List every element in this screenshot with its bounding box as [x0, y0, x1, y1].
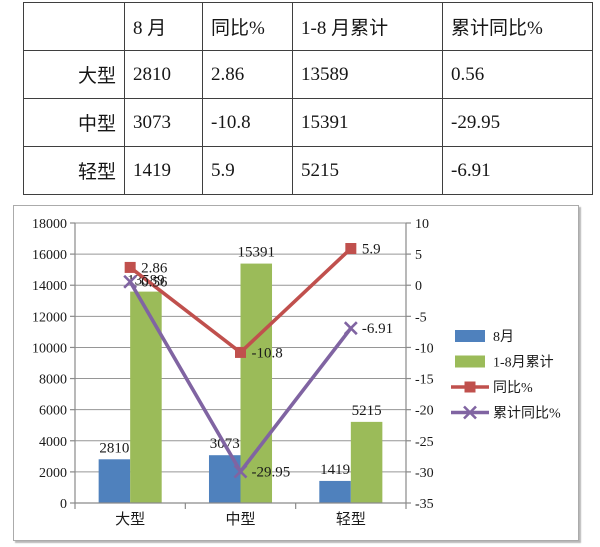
right-axis-tick-label: -25 [415, 435, 434, 450]
data-label: 5.9 [362, 242, 381, 258]
right-axis-tick-label: 0 [415, 279, 422, 294]
right-axis-tick-label: -15 [415, 373, 434, 388]
right-axis-tick-label: 5 [415, 248, 422, 263]
table-cell: 2810 [124, 50, 203, 99]
table-header-row: 8 月同比% 1-8 月累计 累计同比% [23, 2, 593, 51]
data-label: 2810 [99, 440, 129, 456]
left-axis-tick-label: 6000 [39, 404, 67, 419]
table-header-cell: 8 月 [124, 2, 203, 51]
bar [130, 291, 162, 503]
data-table: 8 月同比% 1-8 月累计 累计同比% 大型 2810 2.86 13589 0.56 中型… [23, 2, 593, 195]
table-corner-cell [23, 2, 125, 51]
bar [98, 459, 131, 503]
bar [350, 421, 383, 503]
table-cell: 1419 [124, 146, 203, 195]
x-marker [463, 405, 477, 420]
right-axis-labels: -35 -30 -25 -20 -15 -10 -5 0 5 10 [415, 217, 434, 512]
table-header-cell: 同比% [202, 2, 293, 51]
data-label: -10.8 [252, 345, 283, 361]
left-axis-tick-label: 0 [60, 497, 67, 512]
combo-chart: 0 2000 4000 6000 8000 10000 12000 14000 16000 180… [32, 217, 561, 528]
table-header-cell: 1-8 月累计 [292, 2, 443, 51]
right-axis-tick-label: -30 [415, 466, 434, 481]
axes [70, 222, 411, 509]
table-cell: 15391 [292, 98, 443, 147]
table-row: 大型 2810 2.86 13589 0.56 [23, 50, 593, 99]
legend-item: 1-8月累计 [455, 355, 554, 371]
legend-label: 1-8月累计 [493, 355, 554, 371]
left-axis-tick-label: 4000 [39, 435, 67, 450]
table-head: 8 月同比% 1-8 月累计 累计同比% [23, 2, 593, 51]
table-cell: 0.56 [442, 50, 593, 99]
line-series-2: 2.86 -10.8 5.9 [124, 242, 381, 361]
table-cell: -6.91 [442, 146, 593, 195]
data-label: 0.56 [141, 275, 168, 291]
table-cell: -29.95 [442, 98, 593, 147]
left-axis-tick-label: 2000 [39, 466, 67, 481]
bar-series-0 [98, 455, 351, 503]
right-axis-tick-label: -10 [415, 341, 434, 356]
square-marker [235, 346, 246, 358]
table-cell: 5215 [292, 146, 443, 195]
square-marker [464, 381, 476, 393]
table-cell: 13589 [292, 50, 443, 99]
left-axis-tick-label: 8000 [39, 373, 67, 388]
table-row-header: 大型 [23, 50, 125, 99]
legend-item: 8月 [455, 329, 514, 345]
table-cell: 2.86 [202, 50, 293, 99]
left-axis-tick-label: 16000 [32, 248, 67, 263]
table-cell: 5.9 [202, 146, 293, 195]
category-label: 大型 [115, 511, 145, 528]
x-marker [343, 321, 358, 336]
table-cell: -10.8 [202, 98, 293, 147]
table-body: 大型 2810 2.86 13589 0.56 中型 3073 -10.8 15391 -29.9… [23, 50, 593, 195]
left-axis-tick-label: 14000 [32, 279, 67, 294]
legend-item: 累计同比% [451, 406, 561, 422]
x-marker [123, 274, 138, 289]
data-label: 15391 [238, 245, 276, 261]
data-label: -29.95 [252, 465, 291, 481]
bar [319, 480, 351, 503]
table-cell: 3073 [124, 98, 203, 147]
data-label: -6.91 [362, 321, 393, 337]
data-label: 2.86 [141, 260, 168, 276]
square-marker [124, 261, 136, 273]
table-header-cell: 累计同比% [442, 2, 593, 51]
legend-label: 8月 [493, 329, 514, 345]
table-row: 轻型 1419 5.9 5215 -6.91 [23, 146, 593, 195]
chart-panel: 0 2000 4000 6000 8000 10000 12000 14000 16000 180… [13, 205, 579, 541]
legend-swatch [455, 330, 485, 342]
table-row: 中型 3073 -10.8 15391 -29.95 [23, 98, 593, 147]
legend-label: 同比% [493, 380, 533, 396]
right-axis-tick-label: -20 [415, 404, 434, 419]
left-axis-tick-label: 10000 [32, 341, 67, 356]
right-axis-tick-label: -35 [415, 497, 434, 512]
left-axis-labels: 0 2000 4000 6000 8000 10000 12000 14000 16000 180… [32, 217, 67, 512]
legend-item: 同比% [451, 380, 533, 396]
square-marker [345, 243, 357, 255]
category-label: 中型 [225, 511, 255, 528]
left-axis-tick-label: 12000 [32, 310, 67, 325]
legend-swatch [455, 355, 485, 368]
category-label: 轻型 [336, 511, 366, 528]
x-marker [233, 464, 248, 479]
right-axis-tick-label: 10 [415, 217, 429, 232]
legend-label: 累计同比% [493, 406, 561, 422]
data-label: 5215 [352, 403, 382, 419]
line-series-3: 0.56 -29.95 -6.91 [123, 274, 393, 481]
data-label: 1419 [320, 462, 350, 478]
table-row-header: 中型 [23, 98, 125, 147]
right-axis-tick-label: -5 [415, 310, 427, 325]
table-row-header: 轻型 [23, 146, 125, 195]
left-axis-tick-label: 18000 [32, 217, 67, 232]
category-axis-labels: 大型 中型 轻型 [115, 511, 366, 528]
